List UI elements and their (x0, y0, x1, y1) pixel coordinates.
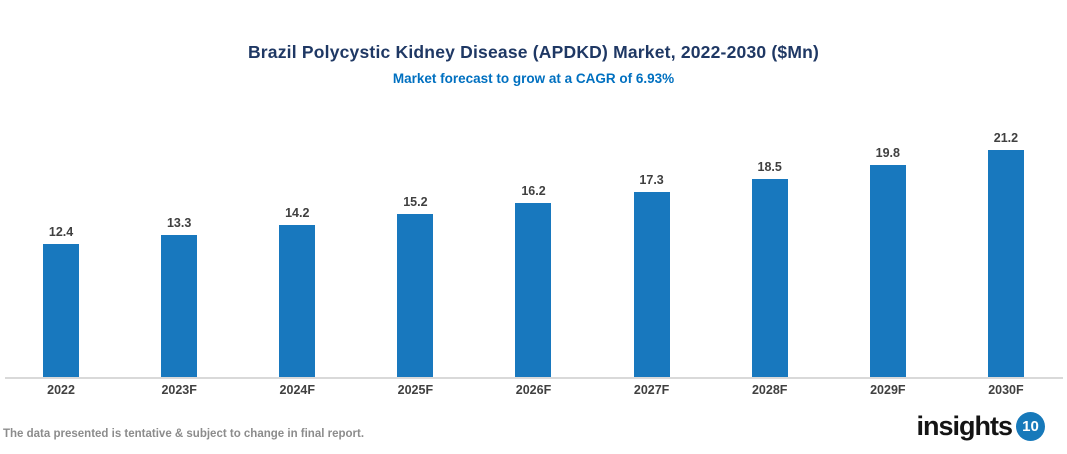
chart-subtitle: Market forecast to grow at a CAGR of 6.9… (392, 71, 675, 86)
footnote: The data presented is tentative & subjec… (3, 428, 365, 440)
bar-column: 21.2 (947, 117, 1065, 377)
bar-column: 17.3 (593, 117, 711, 377)
bar-column: 12.4 (2, 117, 120, 377)
category-axis: 2022 2023F 2024F 2025F 2026F 2027F 2028F 2029F 2… (2, 383, 1065, 397)
bar-value-label: 14.2 (285, 206, 310, 220)
bar (987, 150, 1024, 377)
bar-value-label: 15.2 (403, 195, 428, 209)
bar (161, 235, 198, 377)
category-label: 2022 (47, 383, 75, 397)
bar-value-label: 13.3 (166, 216, 192, 230)
plot-area: 12.4 13.3 14.2 15.2 16.2 17.3 18.5 19.8 21.2 (2, 117, 1065, 377)
bar (633, 192, 670, 377)
insights10-logo: insights 10 (916, 411, 1045, 442)
bar-value-label: 16.2 (521, 184, 546, 198)
bar-column: 15.2 (356, 117, 474, 377)
category-label: 2028F (751, 383, 788, 397)
category-label: 2024F (279, 383, 315, 397)
bar (515, 203, 552, 377)
bar-value-label: 21.2 (993, 131, 1019, 145)
bar (869, 165, 906, 377)
bar-column: 13.3 (120, 117, 238, 377)
category-label: 2026F (515, 383, 552, 397)
category-label: 2025F (397, 383, 434, 397)
x-axis-line (5, 377, 1063, 379)
bar-column: 18.5 (711, 117, 829, 377)
category-label: 2027F (633, 383, 670, 397)
bar (751, 179, 788, 377)
category-label: 2029F (870, 383, 906, 397)
bar-value-label: 19.8 (875, 146, 900, 160)
category-label: 2023F (161, 383, 197, 397)
bar-column: 14.2 (238, 117, 356, 377)
bar-value-label: 12.4 (48, 225, 74, 239)
bar (279, 225, 316, 377)
chart-title: Brazil Polycystic Kidney Disease (APDKD)… (247, 42, 820, 62)
logo-badge-icon: 10 (1016, 412, 1045, 441)
bar-column: 16.2 (474, 117, 592, 377)
bar (397, 214, 434, 377)
bar-value-label: 18.5 (757, 160, 782, 174)
bar (43, 244, 80, 377)
logo-text: insights (916, 411, 1013, 441)
bar-value-label: 17.3 (639, 173, 664, 187)
category-label: 2030F (988, 383, 1024, 397)
bar-column: 19.8 (829, 117, 947, 377)
